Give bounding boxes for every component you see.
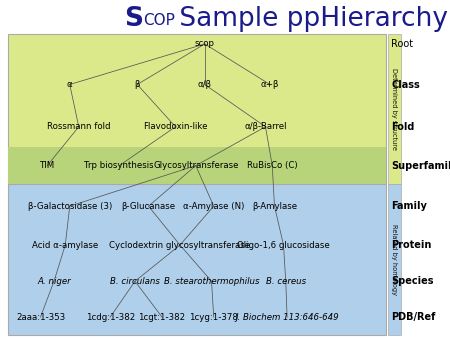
Text: PDB/Ref: PDB/Ref	[392, 312, 436, 322]
Bar	[8, 184, 386, 335]
Bar	[8, 147, 386, 184]
Text: RuBisCo (C): RuBisCo (C)	[247, 161, 297, 170]
Text: α+β: α+β	[261, 80, 279, 89]
Text: β-Galactosidase (3): β-Galactosidase (3)	[27, 202, 112, 211]
Bar	[388, 184, 400, 335]
Text: Flavodoxin-like: Flavodoxin-like	[143, 122, 208, 131]
Text: α-Amylase (N): α-Amylase (N)	[183, 202, 244, 211]
Text: Class: Class	[392, 79, 420, 90]
Text: Oligo-1,6 glucosidase: Oligo-1,6 glucosidase	[237, 241, 330, 249]
Text: β-Amylase: β-Amylase	[252, 202, 297, 211]
Text: β: β	[135, 80, 140, 89]
Text: 2aaa:1-353: 2aaa:1-353	[16, 313, 65, 321]
Text: Glycosyltransferase: Glycosyltransferase	[153, 161, 238, 170]
Text: Protein: Protein	[392, 240, 432, 250]
Text: B. stearothermophilus: B. stearothermophilus	[164, 277, 259, 286]
Text: 1cdg:1-382: 1cdg:1-382	[86, 313, 135, 321]
Text: Determined by structure: Determined by structure	[391, 68, 397, 150]
Text: B. circulans: B. circulans	[110, 277, 160, 286]
Text: α/β: α/β	[198, 80, 212, 89]
Text: J. Biochem 113:646-649: J. Biochem 113:646-649	[235, 313, 339, 321]
Text: Sample ppHierarchy: Sample ppHierarchy	[171, 6, 448, 31]
Text: Acid α-amylase: Acid α-amylase	[32, 241, 99, 249]
Text: 1cyg:1-378: 1cyg:1-378	[189, 313, 238, 321]
Text: Fold: Fold	[392, 122, 415, 132]
Text: A. niger: A. niger	[37, 277, 71, 286]
Text: α/β-Barrel: α/β-Barrel	[244, 122, 287, 131]
Text: Superfamily: Superfamily	[392, 161, 450, 171]
Text: TIM: TIM	[40, 161, 55, 170]
Bar	[388, 34, 400, 184]
Text: B. cereus: B. cereus	[266, 277, 306, 286]
Text: β-Glucanase: β-Glucanase	[122, 202, 176, 211]
Text: S: S	[124, 6, 143, 31]
Text: Rossmann fold: Rossmann fold	[47, 122, 111, 131]
Text: 1cgt:1-382: 1cgt:1-382	[139, 313, 185, 321]
Text: Related by homology: Related by homology	[391, 224, 397, 295]
Text: Cyclodextrin glycosyltransferase: Cyclodextrin glycosyltransferase	[109, 241, 251, 249]
Text: Trp biosynthesis: Trp biosynthesis	[85, 161, 154, 170]
Text: Species: Species	[392, 276, 434, 286]
Text: Family: Family	[392, 201, 428, 211]
Bar	[8, 34, 386, 184]
Text: scop: scop	[195, 40, 215, 48]
Text: Root: Root	[392, 39, 414, 49]
Text: COP: COP	[143, 13, 175, 28]
Text: α: α	[67, 80, 72, 89]
